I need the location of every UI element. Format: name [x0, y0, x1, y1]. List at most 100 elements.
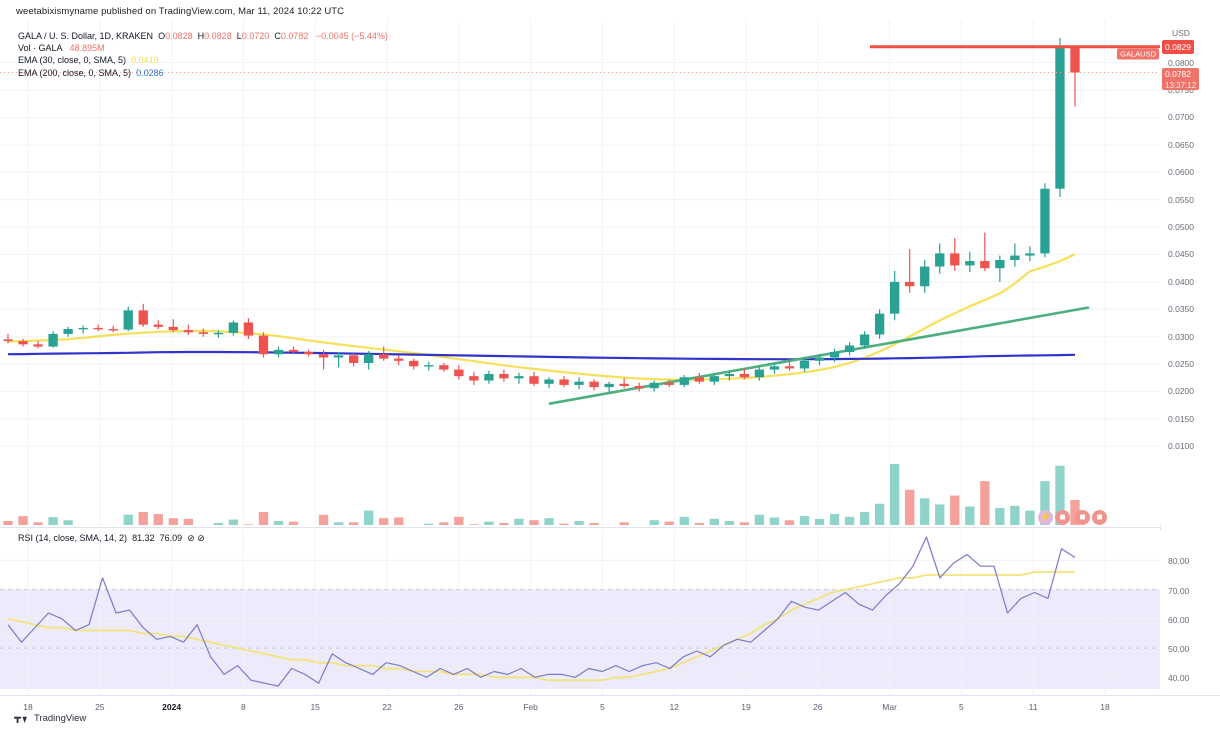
tradingview-mark-icon: [14, 714, 30, 724]
candle-body: [724, 373, 735, 377]
time-axis-label: Mar: [882, 702, 897, 712]
candle-body: [604, 383, 614, 388]
resistance-price-tag[interactable]: 0.0829: [1162, 39, 1194, 54]
main-price-pane[interactable]: [0, 20, 1160, 525]
price-axis-label: 0.0250: [1168, 359, 1194, 370]
volume-bar: [950, 495, 960, 525]
marker-group-right[interactable]: ■ ■: [1075, 510, 1107, 525]
volume-bar: [168, 518, 178, 525]
legend-volume-label: Vol · GALA: [18, 43, 63, 54]
candle-body: [63, 329, 73, 334]
rsi-value: 81.32: [132, 533, 155, 543]
time-axis-label: 22: [382, 702, 392, 712]
volume-bar: [980, 481, 990, 525]
volume-bar: [48, 517, 58, 525]
flag-marker-icon[interactable]: ■: [1092, 510, 1107, 525]
candle-body: [273, 349, 284, 355]
candle-body: [619, 383, 629, 387]
bolt-marker-icon[interactable]: ⚡: [1038, 510, 1053, 525]
rsi-chart-canvas[interactable]: [0, 529, 1160, 694]
volume-bar: [679, 516, 689, 525]
last-price-tag[interactable]: 0.0782 13:37:12: [1162, 67, 1200, 90]
time-axis[interactable]: 18 25 2024 8 15 22 26 Feb 5 12 19 26 Mar 5 11 18: [0, 695, 1220, 719]
volume-bar: [844, 516, 855, 525]
volume-bar: [138, 512, 148, 525]
volume-bar: [905, 489, 915, 525]
volume-bar: [1040, 481, 1050, 525]
rsi-legend[interactable]: RSI (14, close, SMA, 14, 2) 81.32 76.09 …: [18, 532, 205, 544]
flag-marker-icon[interactable]: ■: [1055, 510, 1070, 525]
attribution-text: weetabixismyname published on TradingVie…: [16, 6, 345, 17]
candle-body: [634, 386, 644, 389]
legend-high-value: 0.0828: [204, 31, 232, 41]
time-axis-label: 11: [1028, 702, 1038, 712]
candle-body: [739, 373, 750, 378]
rsi-axis-label: 40.00: [1168, 673, 1190, 684]
candle-body: [649, 382, 659, 389]
last-price-value: 0.0782: [1165, 68, 1191, 79]
volume-bar: [649, 520, 659, 525]
eye-icon[interactable]: ⊘: [187, 533, 195, 543]
volume-bar: [1010, 505, 1020, 525]
price-axis[interactable]: USD 0.0800 0.0750 0.0700 0.0650 0.0600 0.0550…: [1160, 20, 1220, 525]
price-chart-canvas[interactable]: [0, 20, 1160, 525]
candle-body: [93, 327, 103, 330]
candle-body: [935, 253, 945, 267]
candle-body: [1010, 255, 1020, 260]
rsi-pane[interactable]: [0, 529, 1160, 694]
time-axis-label: 26: [454, 702, 464, 712]
price-axis-label: 0.0150: [1168, 413, 1194, 424]
candle-body: [153, 324, 163, 327]
price-axis-label: 0.0100: [1168, 441, 1194, 452]
legend-volume-row[interactable]: Vol · GALA 48.895M: [18, 42, 388, 54]
price-axis-label: 0.0650: [1168, 139, 1194, 150]
flag-marker-icon[interactable]: ■: [1075, 510, 1090, 525]
price-axis-unit: USD: [1172, 28, 1190, 38]
candle-body: [1025, 253, 1035, 256]
volume-bar: [514, 518, 524, 525]
marker-group-left[interactable]: ⚡ ■: [1038, 510, 1070, 525]
candle-body: [348, 355, 359, 363]
volume-bar: [243, 524, 254, 525]
rsi-axis[interactable]: 80.00 70.00 60.00 50.00 40.00: [1160, 530, 1220, 694]
candle-body: [995, 259, 1005, 269]
volume-bar: [529, 520, 539, 525]
candle-body: [78, 327, 88, 330]
volume-bar: [183, 518, 193, 525]
ticker-price-tag[interactable]: GALAUSD: [1117, 48, 1159, 60]
price-axis-label: 0.0450: [1168, 249, 1194, 260]
volume-bar: [348, 522, 359, 525]
legend-ema200-row[interactable]: EMA (200, close, 0, SMA, 5) 0.0286: [18, 67, 388, 79]
volume-bar: [769, 517, 780, 525]
pane-divider: [0, 527, 1160, 528]
legend-ema200-label: EMA (200, close, 0, SMA, 5): [18, 67, 132, 78]
eye-icon[interactable]: ⊘: [197, 533, 205, 543]
candle-body: [950, 253, 960, 266]
volume-bar: [814, 518, 825, 525]
volume-bar: [63, 520, 73, 525]
price-axis-label: 0.0350: [1168, 304, 1194, 315]
legend-symbol-row[interactable]: GALA / U. S. Dollar, 1D, KRAKEN O0.0828 …: [18, 30, 388, 42]
candle-body: [559, 379, 569, 385]
volume-bar: [1070, 500, 1080, 525]
candle-body: [318, 354, 329, 358]
volume-bar: [724, 520, 735, 525]
candle-body: [454, 369, 464, 377]
legend-ema30-row[interactable]: EMA (30, close, 0, SMA, 5) 0.0419: [18, 54, 388, 66]
volume-bar: [784, 520, 795, 525]
time-axis-label: 18: [1100, 702, 1110, 712]
volume-bar: [965, 506, 975, 525]
rsi-title: RSI (14, close, SMA, 14, 2): [18, 533, 128, 543]
time-axis-label: 18: [23, 702, 33, 712]
legend-change-value: −0.0045 (−5.44%): [315, 31, 388, 41]
legend-high-label: H: [197, 31, 205, 41]
time-axis-label: 2024: [162, 702, 182, 712]
rsi-ma-value: 76.09: [159, 533, 183, 543]
candle-body: [3, 339, 13, 342]
volume-bar: [258, 512, 269, 525]
candle-body: [664, 382, 674, 385]
candle-body: [799, 360, 810, 369]
candle-body: [183, 330, 193, 333]
candle-body: [1055, 47, 1065, 189]
